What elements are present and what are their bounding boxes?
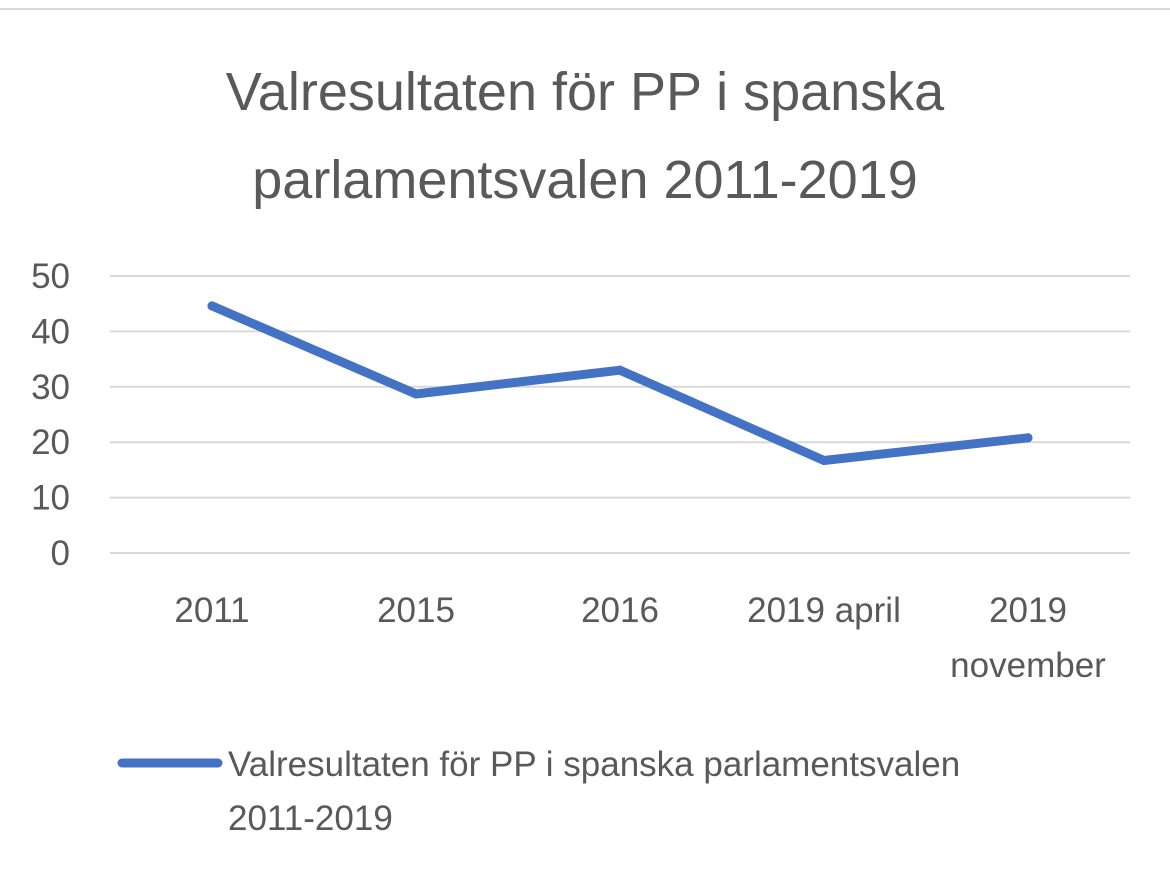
x-axis-ticks: 2011 2015 2016 2019 april 2019 november (174, 591, 1106, 685)
y-tick-label: 20 (31, 423, 70, 462)
chart-title-line: Valresultaten för PP i spanska (226, 62, 945, 122)
y-axis-ticks: 0 10 20 30 40 50 (31, 257, 70, 573)
chart-title: Valresultaten för PP i spanska parlaments… (226, 62, 945, 210)
chart-title-line: parlamentsvalen 2011-2019 (252, 150, 917, 210)
data-point (819, 455, 829, 465)
top-border (0, 8, 1170, 10)
data-point (411, 389, 421, 399)
legend-label: 2011-2019 (228, 799, 393, 838)
x-tick-label: november (950, 646, 1106, 685)
data-point (1023, 433, 1033, 443)
series-line (207, 301, 1033, 465)
legend-label: Valresultaten för PP i spanska parlament… (228, 745, 960, 784)
x-tick-label: 2011 (174, 591, 249, 630)
data-point (207, 301, 217, 311)
y-tick-label: 40 (31, 312, 70, 351)
gridlines (110, 275, 1130, 554)
y-tick-label: 50 (31, 257, 70, 296)
y-tick-label: 30 (31, 368, 70, 407)
data-point (615, 365, 625, 375)
x-tick-label: 2019 (989, 591, 1067, 630)
x-tick-label: 2016 (581, 591, 659, 630)
x-tick-label: 2015 (377, 591, 455, 630)
series-lines (207, 301, 1033, 465)
x-tick-label: 2019 april (747, 591, 901, 630)
legend: Valresultaten för PP i spanska parlament… (117, 745, 960, 838)
y-tick-label: 0 (51, 534, 70, 573)
y-tick-label: 10 (31, 479, 70, 518)
